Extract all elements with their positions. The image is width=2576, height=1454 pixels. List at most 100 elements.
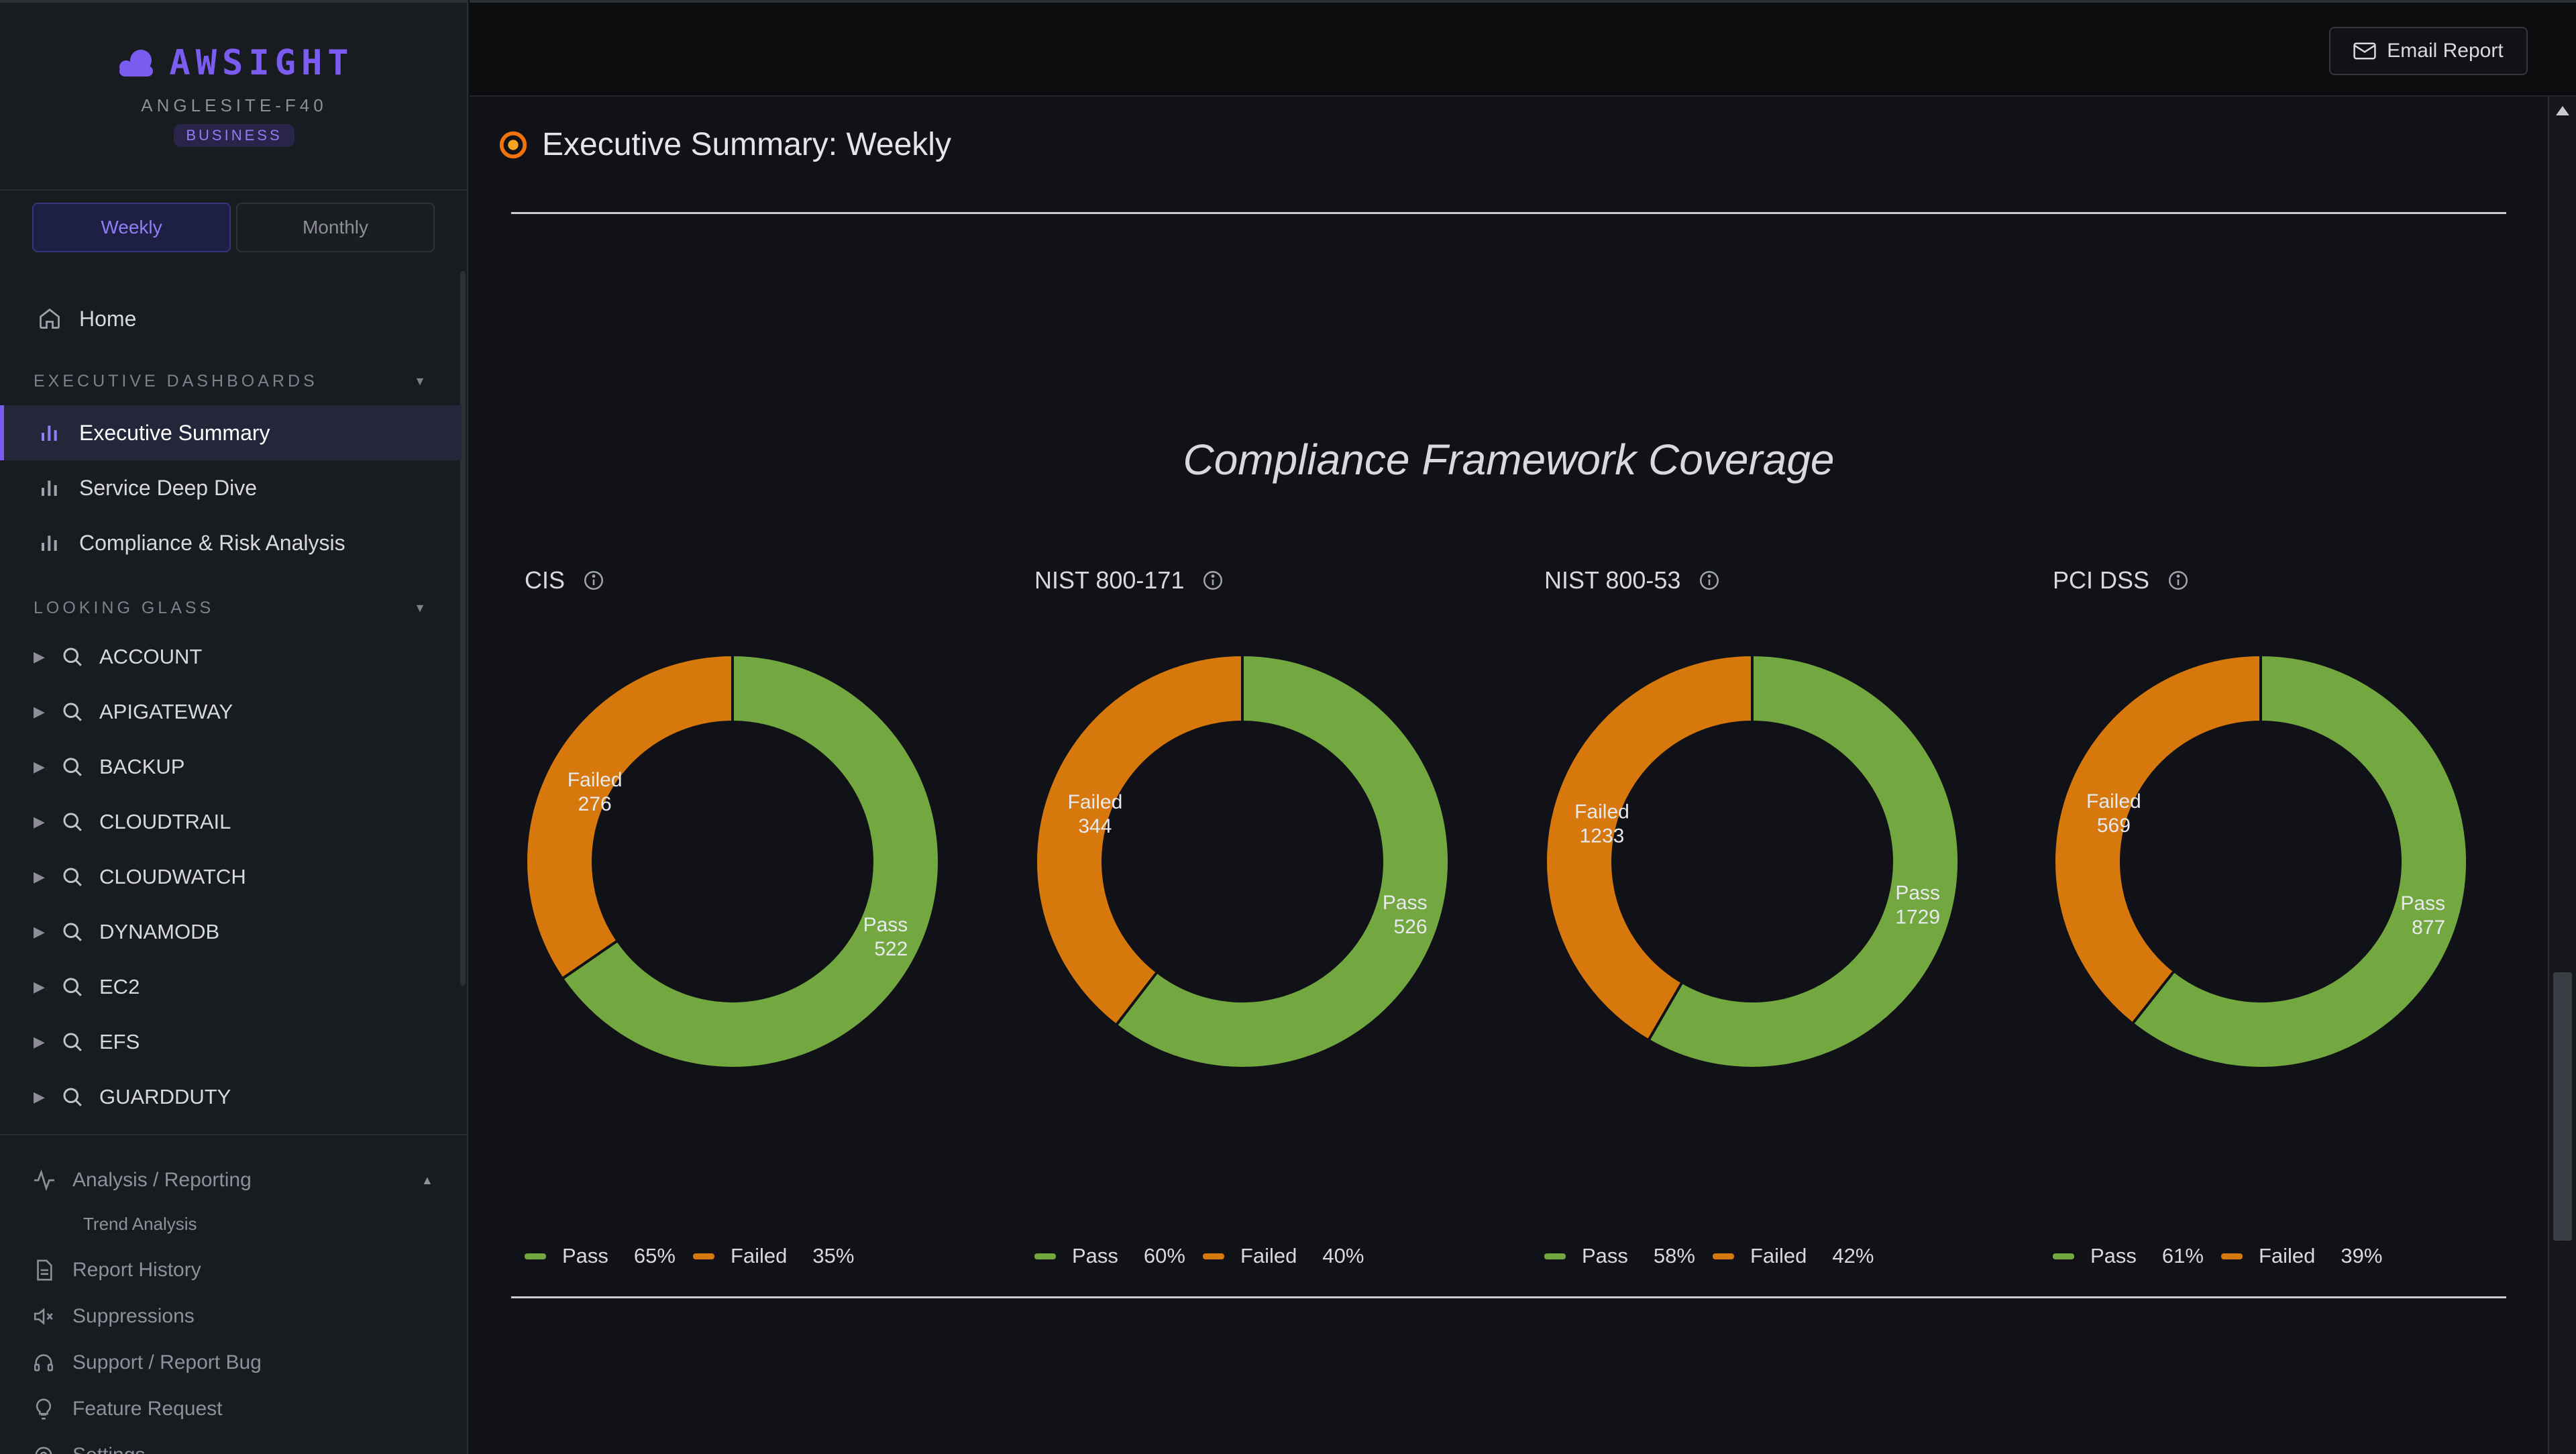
- looking-glass-item-dynamodb[interactable]: ▶ DYNAMODB: [0, 904, 456, 959]
- bar-chart-icon: [35, 528, 64, 558]
- search-icon: [60, 864, 87, 890]
- slice-label: Pass: [2400, 892, 2445, 915]
- legend-label[interactable]: Failed: [1240, 1244, 1297, 1267]
- nav-compliance-risk[interactable]: Compliance & Risk Analysis: [0, 515, 462, 570]
- divider: [0, 1134, 468, 1135]
- nav-label: Report History: [72, 1259, 201, 1281]
- expand-arrow-icon[interactable]: ▶: [34, 1033, 45, 1050]
- legend-label[interactable]: Pass: [1582, 1244, 1628, 1267]
- nav-suppressions[interactable]: Suppressions: [0, 1300, 456, 1333]
- legend-label[interactable]: Failed: [2258, 1244, 2316, 1267]
- weekly-button[interactable]: Weekly: [32, 203, 231, 252]
- legend-label[interactable]: Pass: [2090, 1244, 2137, 1267]
- slice-failed[interactable]: [1544, 653, 1754, 1043]
- legend-percentage: 65%: [633, 1244, 676, 1267]
- slice-value: 1233: [1580, 825, 1625, 847]
- info-icon[interactable]: [582, 569, 605, 592]
- info-icon[interactable]: [1201, 569, 1224, 592]
- nav-analysis-reporting[interactable]: Analysis / Reporting ▲: [0, 1163, 456, 1197]
- scroll-up-icon[interactable]: [2556, 106, 2569, 115]
- nav-executive-summary[interactable]: Executive Summary: [0, 405, 462, 460]
- slice-pass[interactable]: [560, 653, 941, 1070]
- looking-glass-label: EFS: [99, 1030, 140, 1053]
- slice-label: Failed: [2086, 790, 2141, 813]
- legend-percentage: 61%: [2161, 1244, 2204, 1267]
- expand-arrow-icon[interactable]: ▶: [34, 923, 45, 940]
- expand-arrow-icon[interactable]: ▶: [34, 868, 45, 885]
- sidebar: AWSIGHT ANGLESITE-F40 BUSINESS Weekly Mo…: [0, 0, 468, 1454]
- panel-title: PCI DSS: [2053, 566, 2150, 594]
- slice-value: 522: [874, 938, 908, 960]
- expand-arrow-icon[interactable]: ▶: [34, 703, 45, 720]
- nav-label: Feature Request: [72, 1398, 223, 1420]
- looking-glass-item-efs[interactable]: ▶ EFS: [0, 1015, 456, 1070]
- looking-glass-label: BACKUP: [99, 755, 185, 778]
- legend-label[interactable]: Failed: [1750, 1244, 1807, 1267]
- nav-trend-analysis[interactable]: Trend Analysis: [0, 1210, 456, 1237]
- divider: [511, 1296, 2506, 1298]
- looking-glass-label: ACCOUNT: [99, 645, 203, 668]
- legend-label[interactable]: Pass: [1072, 1244, 1118, 1267]
- slice-pass[interactable]: [1646, 653, 1960, 1070]
- divider: [511, 212, 2506, 214]
- nav-support[interactable]: Support / Report Bug: [0, 1346, 456, 1380]
- info-icon[interactable]: [1698, 569, 1721, 592]
- nav-label: Executive Summary: [79, 420, 270, 445]
- email-report-button[interactable]: Email Report: [2329, 27, 2528, 75]
- looking-glass-item-apigateway[interactable]: ▶ APIGATEWAY: [0, 684, 456, 739]
- legend-percentage: 60%: [1143, 1244, 1185, 1267]
- nav-feature-request[interactable]: Feature Request: [0, 1392, 456, 1426]
- legend-percentage: 35%: [812, 1244, 855, 1267]
- period-toggle: Weekly Monthly: [32, 203, 435, 252]
- legend-label[interactable]: Failed: [730, 1244, 788, 1267]
- looking-glass-item-cloudtrail[interactable]: ▶ CLOUDTRAIL: [0, 794, 456, 849]
- nav-settings[interactable]: Settings: [0, 1439, 456, 1454]
- slice-label: Pass: [1895, 882, 1940, 904]
- expand-arrow-icon[interactable]: ▶: [34, 648, 45, 665]
- scroll-thumb[interactable]: [2553, 972, 2572, 1241]
- expand-arrow-icon[interactable]: ▶: [34, 758, 45, 775]
- chart-legend: Pass 61% Failed 39%: [2053, 1244, 2400, 1268]
- expand-arrow-icon[interactable]: ▶: [34, 813, 45, 830]
- slice-failed[interactable]: [525, 653, 734, 981]
- looking-glass-item-backup[interactable]: ▶ BACKUP: [0, 739, 456, 794]
- nav-report-history[interactable]: Report History: [0, 1253, 456, 1287]
- looking-glass-item-guardduty[interactable]: ▶ GUARDDUTY: [0, 1070, 456, 1125]
- expand-arrow-icon[interactable]: ▶: [34, 978, 45, 995]
- search-icon: [60, 974, 87, 1000]
- expand-arrow-icon[interactable]: ▶: [34, 1088, 45, 1105]
- monthly-button[interactable]: Monthly: [236, 203, 435, 252]
- slice-label: Failed: [1574, 801, 1629, 823]
- panel-title: NIST 800-171: [1034, 566, 1185, 594]
- exec-dashboards-header[interactable]: EXECUTIVE DASHBOARDS ▼: [34, 372, 429, 391]
- document-icon: [32, 1257, 59, 1284]
- nav-home[interactable]: Home: [0, 291, 462, 346]
- nav-service-deep-dive[interactable]: Service Deep Dive: [0, 460, 462, 515]
- looking-glass-header[interactable]: LOOKING GLASS ▼: [34, 599, 429, 618]
- panel-title: NIST 800-53: [1544, 566, 1681, 594]
- slice-value: 877: [2412, 917, 2445, 939]
- panel-header: PCI DSS: [2053, 566, 2190, 594]
- legend-swatch: [2053, 1253, 2074, 1259]
- sidebar-scrollbar[interactable]: [460, 271, 466, 986]
- main-content: Executive Summary: Weekly Compliance Fra…: [470, 97, 2548, 1454]
- cloud-logo-icon: [119, 50, 154, 76]
- slice-pass[interactable]: [1114, 653, 1450, 1070]
- bar-chart-icon: [35, 473, 64, 503]
- slice-failed[interactable]: [2053, 653, 2262, 1026]
- slice-failed[interactable]: [1034, 653, 1244, 1027]
- looking-glass-item-cloudwatch[interactable]: ▶ CLOUDWATCH: [0, 849, 456, 904]
- slice-pass[interactable]: [2131, 653, 2469, 1070]
- looking-glass-item-account[interactable]: ▶ ACCOUNT: [0, 629, 456, 684]
- main-scrollbar[interactable]: [2548, 97, 2576, 1454]
- info-icon[interactable]: [2167, 569, 2190, 592]
- legend-swatch: [525, 1253, 546, 1259]
- slice-label: Pass: [1383, 892, 1428, 914]
- home-icon: [35, 304, 64, 333]
- slice-value: 276: [578, 793, 612, 815]
- looking-glass-item-ec2[interactable]: ▶ EC2: [0, 959, 456, 1015]
- mute-icon: [32, 1303, 59, 1330]
- legend-swatch: [2220, 1253, 2243, 1259]
- nav-label: Analysis / Reporting: [72, 1169, 252, 1191]
- legend-label[interactable]: Pass: [562, 1244, 608, 1267]
